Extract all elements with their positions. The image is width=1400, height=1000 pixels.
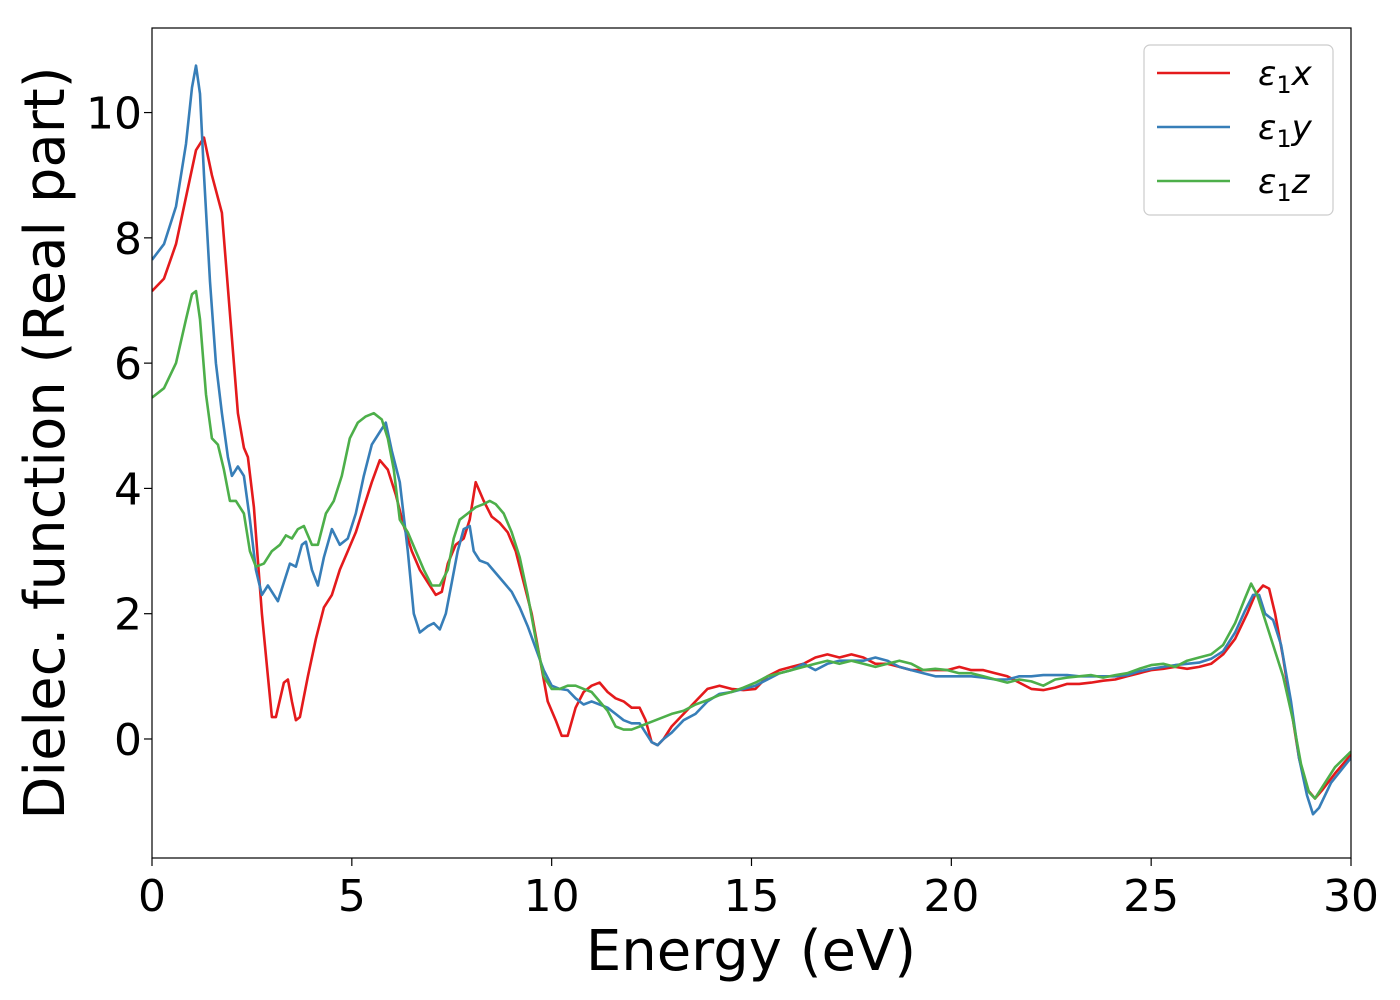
y-tick-label: 6	[114, 339, 142, 390]
legend: ε1x ε1y ε1z	[1143, 44, 1334, 216]
x-tick-label: 25	[1123, 871, 1179, 922]
series-line-x	[152, 136, 1351, 800]
x-tick-label: 20	[923, 871, 979, 922]
y-tick-label: 0	[114, 715, 142, 766]
x-axis-label: Energy (eV)	[586, 919, 916, 984]
legend-label-x: ε1x	[1258, 54, 1313, 99]
y-tick-label: 8	[114, 214, 142, 265]
x-axis: 0 5 10 15 20 25 30	[138, 858, 1379, 922]
y-axis-label: Dielec. function (Real part)	[13, 66, 78, 819]
legend-label-z: ε1z	[1258, 162, 1311, 207]
y-tick-label: 2	[114, 590, 142, 641]
series-line-y	[152, 64, 1351, 816]
y-tick-label: 10	[86, 89, 142, 140]
y-axis: 0 2 4 6 8 10	[86, 89, 152, 766]
legend-box	[1143, 44, 1334, 216]
x-tick-label: 10	[524, 871, 580, 922]
x-tick-label: 30	[1323, 871, 1379, 922]
x-tick-label: 15	[724, 871, 780, 922]
series-layer	[152, 64, 1351, 816]
y-tick-label: 4	[114, 464, 142, 515]
legend-label-y: ε1y	[1258, 108, 1313, 153]
x-tick-label: 0	[138, 871, 166, 922]
x-tick-label: 5	[338, 871, 366, 922]
series-line-z	[152, 289, 1351, 800]
